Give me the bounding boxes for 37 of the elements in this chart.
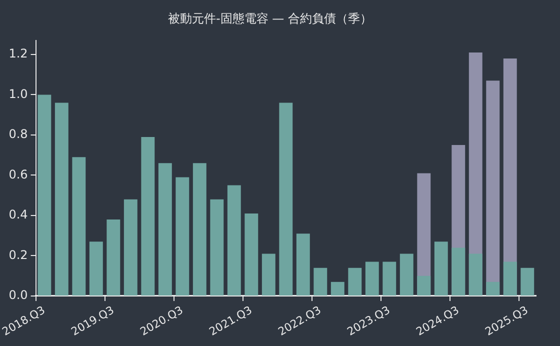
bar bbox=[158, 163, 172, 296]
chart-title: 被動元件-固態電容 — 合約負債（季） bbox=[168, 11, 372, 26]
bar bbox=[106, 220, 120, 296]
bar bbox=[503, 262, 517, 296]
bar bbox=[244, 213, 258, 296]
bar bbox=[400, 254, 414, 296]
y-tick-label: 1.0 bbox=[8, 86, 28, 101]
bar bbox=[227, 185, 241, 296]
bar bbox=[192, 163, 206, 296]
bar bbox=[38, 94, 52, 296]
bar bbox=[452, 248, 466, 296]
y-tick-label: 1.2 bbox=[8, 46, 28, 61]
y-tick-label: 0.4 bbox=[8, 208, 28, 222]
bar bbox=[330, 282, 344, 296]
bar bbox=[141, 137, 155, 296]
bar bbox=[72, 157, 86, 296]
bar bbox=[124, 199, 138, 296]
bar bbox=[296, 234, 310, 296]
bar bbox=[365, 262, 379, 296]
bar bbox=[486, 282, 500, 296]
bar bbox=[382, 262, 396, 296]
bar bbox=[176, 177, 190, 296]
bar bbox=[279, 102, 293, 296]
bar bbox=[520, 268, 534, 296]
bar bbox=[468, 254, 482, 296]
y-tick-label: 0.8 bbox=[8, 127, 28, 142]
bar bbox=[54, 102, 68, 296]
y-tick-label: 0.0 bbox=[8, 288, 28, 302]
bar bbox=[348, 268, 362, 296]
y-tick-label: 0.6 bbox=[8, 167, 28, 182]
bar bbox=[417, 276, 431, 296]
bar bbox=[210, 199, 224, 296]
bar bbox=[262, 254, 276, 296]
bar bbox=[89, 242, 103, 296]
bar bbox=[314, 268, 328, 296]
y-tick-label: 0.2 bbox=[8, 248, 28, 262]
bar bbox=[434, 242, 448, 296]
